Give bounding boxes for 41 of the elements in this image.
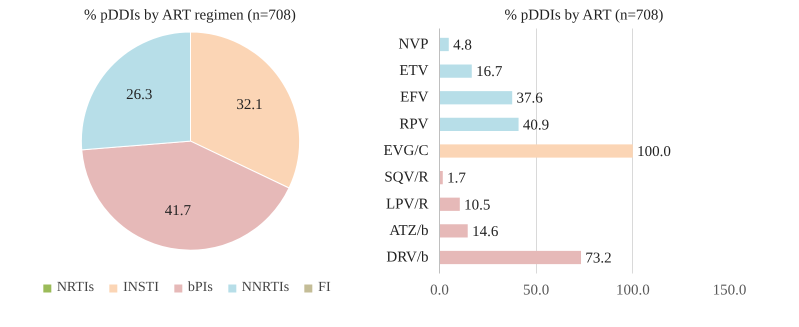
x-tick-label: 50.0 bbox=[523, 282, 550, 298]
data-label: 32.1 bbox=[236, 96, 263, 113]
y-tick-label: EVG/C bbox=[384, 143, 428, 159]
legend-label: INSTI bbox=[123, 280, 159, 296]
y-tick-label: RPV bbox=[399, 116, 429, 132]
x-tick-label: 150.0 bbox=[712, 282, 746, 298]
data-label: 41.7 bbox=[164, 202, 192, 219]
bar bbox=[440, 91, 512, 104]
bar bbox=[440, 250, 582, 264]
y-tick-label: NVP bbox=[398, 36, 429, 52]
x-tick-label: 0.0 bbox=[430, 282, 449, 298]
bar bbox=[440, 224, 468, 238]
data-label: 100.0 bbox=[637, 144, 671, 160]
legend-label: NNRTIs bbox=[242, 280, 290, 296]
y-tick-label: ETV bbox=[399, 63, 429, 80]
bar bbox=[440, 198, 460, 211]
y-tick-label: DRV/b bbox=[386, 250, 429, 266]
y-tick-label: EFV bbox=[400, 90, 429, 106]
y-tick-label: ATZ/b bbox=[389, 222, 429, 239]
bar bbox=[440, 170, 443, 184]
y-tick-label: LPV/R bbox=[386, 196, 429, 212]
data-label: 16.7 bbox=[476, 64, 503, 80]
x-tick-label: 100.0 bbox=[616, 282, 650, 298]
data-label: 37.6 bbox=[516, 90, 544, 107]
data-label: 4.8 bbox=[453, 37, 472, 54]
data-label: 26.3 bbox=[126, 86, 152, 103]
data-label: 10.5 bbox=[464, 197, 490, 214]
chart-title: % pDDIs by ART (n=708) bbox=[504, 8, 664, 24]
data-label: 14.6 bbox=[472, 224, 499, 240]
legend-label: NRTIs bbox=[56, 280, 94, 296]
data-label: 1.7 bbox=[447, 170, 466, 187]
data-label: 40.9 bbox=[522, 117, 550, 134]
bar bbox=[440, 64, 472, 78]
data-label: 73.2 bbox=[585, 250, 612, 267]
legend-label: FI bbox=[318, 280, 332, 296]
y-tick-label: SQV/R bbox=[384, 170, 429, 186]
bar bbox=[440, 118, 519, 132]
legend-label: bPIs bbox=[188, 280, 213, 296]
bar bbox=[440, 144, 633, 158]
bar bbox=[440, 38, 449, 52]
chart-title: % pDDIs by ART regimen (n=708) bbox=[84, 8, 296, 24]
